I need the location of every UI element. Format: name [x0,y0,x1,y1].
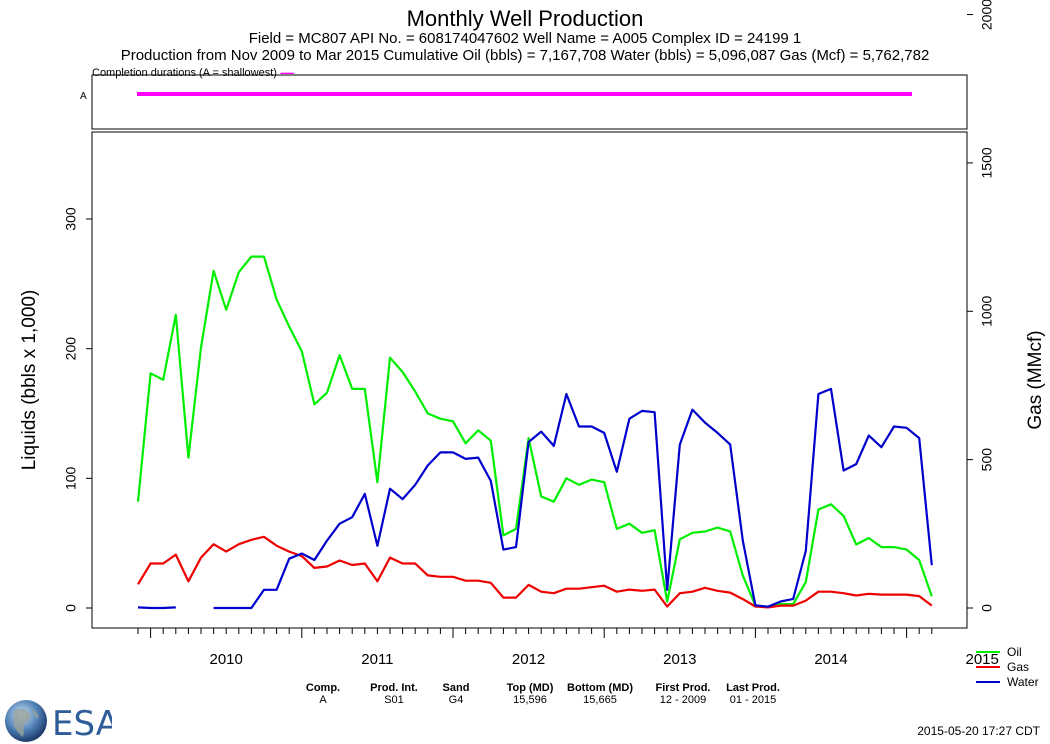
logo-text: ESA [52,704,112,743]
y-tick-label: 200 [63,337,79,361]
table-header: Prod. Int. [370,682,418,694]
x-tick-label: 2012 [512,651,545,668]
completion-panel-frame [91,74,968,130]
table-header: First Prod. [655,682,711,694]
table-cell: G4 [448,694,464,706]
table-header: Bottom (MD) [567,682,633,694]
table-header: Comp. [305,682,341,694]
table-col-bottom: Bottom (MD) 15,665 [561,682,639,706]
y2-tick-label: 1000 [979,295,995,326]
completion-note: Completion durations (A = shallowest) --… [92,67,294,79]
table-cell: 15,596 [513,694,547,706]
x-tick-label: 2013 [663,651,696,668]
table-col-sand: Sand G4 [436,682,476,706]
x-tick-label: 2014 [814,651,847,668]
table-col-last-prod: Last Prod. 01 - 2015 [718,682,788,706]
table-header: Top (MD) [506,682,554,694]
x-tick-label: 2010 [210,651,243,668]
chart-title: Monthly Well Production [406,6,644,31]
completion-label: A [80,91,87,102]
table-cell: 15,665 [583,694,617,706]
y2-tick-label: 2000 [979,0,995,30]
y-tick-label: 300 [63,207,79,231]
series-line-gas [137,535,933,609]
table-cell: 01 - 2015 [729,694,777,706]
table-cell: S01 [384,694,404,706]
table-header: Last Prod. [726,682,780,694]
x-tick-label: 2011 [361,651,393,668]
y-tick-label: 100 [63,466,79,490]
legend-label-gas: Gas [1007,660,1029,674]
table-cell: 12 - 2009 [659,694,707,706]
production-summary-line: Production from Nov 2009 to Mar 2015 Cum… [120,47,930,64]
table-cell: A [319,694,327,706]
table-header: Sand [442,682,470,694]
y2-tick-label: 1500 [979,147,995,178]
table-col-prod-int: Prod. Int. S01 [362,682,426,706]
table-col-comp: Comp. A [303,682,343,706]
y-axis-label: Liquids (bbls x 1,000) [19,290,40,471]
timestamp: 2015-05-20 17:27 CDT [917,724,1040,738]
series-line-oil [136,255,933,608]
x-tick-label: 2015 [966,651,999,668]
completion-marker: ----- [280,67,294,79]
legend-label-water: Water [1007,675,1039,689]
plot-frame [91,131,968,629]
well-info-line: Field = MC807 API No. = 608174047602 Wel… [248,30,802,47]
table-col-first-prod: First Prod. 12 - 2009 [648,682,718,706]
esa-logo: ESA [5,700,112,743]
completion-note-text: Completion durations (A = shallowest) [92,67,277,79]
y2-tick-label: 500 [979,448,995,472]
legend-label-oil: Oil [1007,645,1022,659]
table-col-top: Top (MD) 15,596 [498,682,562,706]
y2-tick-label: 0 [979,604,995,612]
y2-axis-label: Gas (MMcf) [1025,330,1046,429]
series-line-water [137,387,933,610]
y-tick-label: 0 [63,604,79,612]
